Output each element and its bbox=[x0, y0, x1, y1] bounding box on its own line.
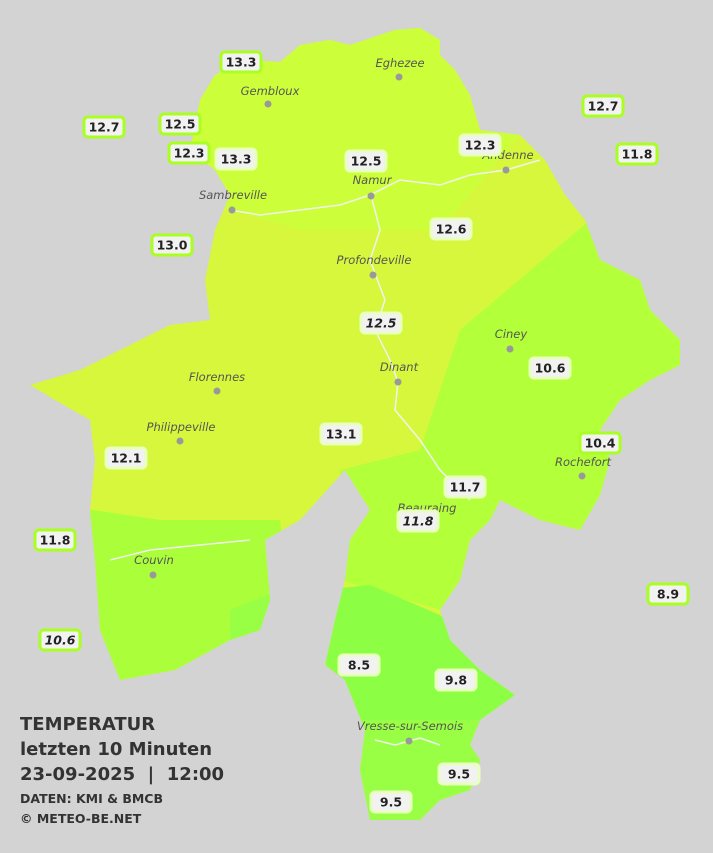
station-temp: 11.7 bbox=[450, 480, 481, 495]
legend-period: letzten 10 Minuten bbox=[20, 739, 212, 760]
legend-datetime: 23-09-2025 | 12:00 bbox=[20, 764, 224, 785]
station-box bbox=[369, 790, 413, 814]
legend-block: TEMPERATUR letzten 10 Minuten 23-09-2025… bbox=[20, 714, 224, 826]
station-temp: 9.8 bbox=[445, 673, 467, 688]
station-box bbox=[219, 50, 263, 74]
station-box bbox=[443, 475, 487, 499]
town-dot bbox=[405, 737, 413, 745]
town-dot bbox=[149, 571, 157, 579]
town-dot bbox=[578, 472, 586, 480]
station-temp: 11.8 bbox=[403, 514, 434, 529]
station-temp: 12.6 bbox=[436, 222, 467, 237]
station-temp: 12.5 bbox=[351, 154, 382, 169]
station-box bbox=[82, 115, 126, 139]
station-box bbox=[578, 431, 622, 455]
station-box bbox=[38, 628, 82, 652]
station-box bbox=[214, 147, 258, 171]
station-box bbox=[396, 509, 440, 533]
station-temp: 12.3 bbox=[174, 146, 205, 161]
station-box bbox=[150, 233, 194, 257]
station-temp: 11.8 bbox=[622, 147, 653, 162]
station-temp: 10.6 bbox=[45, 633, 76, 648]
town-dot bbox=[176, 437, 184, 445]
station-box bbox=[319, 422, 363, 446]
station-box bbox=[581, 94, 625, 118]
station-box bbox=[437, 762, 481, 786]
station-box bbox=[528, 356, 572, 380]
town-dot bbox=[213, 387, 221, 395]
town-name: Gembloux bbox=[241, 84, 300, 98]
station-box bbox=[429, 217, 473, 241]
station-box bbox=[167, 141, 211, 165]
town-name: Vresse-sur-Semois bbox=[357, 719, 463, 733]
station-box bbox=[33, 528, 77, 552]
station-temp: 8.5 bbox=[348, 658, 370, 673]
station-temp: 13.3 bbox=[226, 55, 257, 70]
town-name: Dinant bbox=[380, 360, 419, 374]
station-box bbox=[458, 133, 502, 157]
station-temp: 12.5 bbox=[165, 117, 196, 132]
station-temp: 11.8 bbox=[40, 533, 71, 548]
town-name: Philippeville bbox=[147, 420, 216, 434]
town-name: Profondeville bbox=[337, 253, 412, 267]
station-temp: 13.0 bbox=[157, 238, 188, 253]
town-name: Eghezee bbox=[375, 56, 424, 70]
station-temp: 10.4 bbox=[585, 436, 616, 451]
station-temp: 9.5 bbox=[380, 795, 402, 810]
station-box bbox=[359, 311, 403, 335]
town-dot bbox=[395, 73, 403, 81]
town-name: Florennes bbox=[189, 370, 245, 384]
station-box bbox=[104, 446, 148, 470]
legend-title: TEMPERATUR bbox=[20, 714, 155, 735]
town-dot bbox=[228, 206, 236, 214]
station-box bbox=[615, 142, 659, 166]
station-box bbox=[337, 653, 381, 677]
station-box bbox=[344, 149, 388, 173]
town-dot bbox=[264, 100, 272, 108]
station-box bbox=[434, 668, 478, 692]
legend-source: DATEN: KMI & BMCB bbox=[20, 791, 163, 806]
town-name: Couvin bbox=[134, 553, 174, 567]
station-temp: 12.7 bbox=[89, 120, 120, 135]
town-dot bbox=[394, 378, 402, 386]
station-temp: 12.7 bbox=[588, 99, 619, 114]
town-name: Rochefort bbox=[555, 455, 612, 469]
town-dot bbox=[367, 192, 375, 200]
town-name: Namur bbox=[353, 173, 393, 187]
town-name: Ciney bbox=[495, 327, 528, 341]
town-dot bbox=[506, 345, 514, 353]
legend-copyright: © METEO-BE.NET bbox=[20, 811, 142, 826]
station-temp: 8.9 bbox=[657, 587, 679, 602]
station-temp: 10.6 bbox=[535, 361, 566, 376]
town-dot bbox=[502, 166, 510, 174]
town-name: Sambreville bbox=[199, 188, 267, 202]
station-box bbox=[158, 112, 202, 136]
town-dot bbox=[369, 271, 377, 279]
station-temp: 13.1 bbox=[326, 427, 357, 442]
station-temp: 13.3 bbox=[221, 152, 252, 167]
station-temp: 12.5 bbox=[366, 316, 397, 331]
station-temp: 12.3 bbox=[465, 138, 496, 153]
station-temp: 12.1 bbox=[111, 451, 142, 466]
station-temp: 9.5 bbox=[448, 767, 470, 782]
rivers bbox=[109, 159, 541, 746]
station-box bbox=[646, 582, 690, 606]
